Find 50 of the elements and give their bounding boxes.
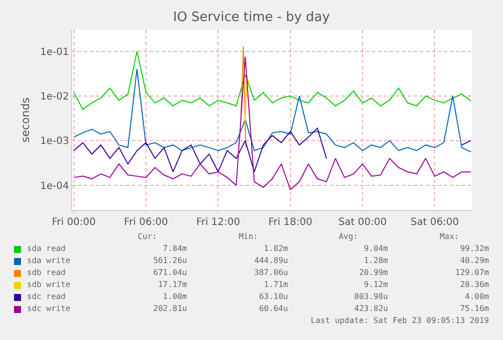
- text: 1.28m: [362, 256, 388, 265]
- y-tick-label: 1e-01: [40, 46, 69, 58]
- text: 387.06u: [253, 268, 288, 277]
- text: 9.12m: [362, 280, 388, 289]
- y-tick-label: 1e-04: [40, 180, 69, 192]
- legend-label: sdc write: [27, 304, 70, 313]
- text: 803.98u: [353, 292, 388, 301]
- text: 4.00m: [464, 292, 489, 301]
- legend-label: sdb write: [27, 280, 70, 289]
- legend-label: sda read: [27, 244, 66, 253]
- x-tick-label: Sat 00:00: [338, 217, 387, 228]
- text: 20.99m: [358, 268, 388, 277]
- text: 444.89u: [253, 256, 288, 265]
- x-tick-label: Fri 12:00: [196, 217, 240, 228]
- text: 9.04m: [362, 244, 388, 253]
- text: 202.81u: [152, 304, 187, 313]
- y-axis-title: seconds: [18, 97, 32, 142]
- text: Max:: [438, 232, 459, 241]
- y-tick-label: 1e-02: [40, 91, 69, 102]
- legend-label: sdc read: [27, 292, 66, 301]
- line-series: [73, 68, 472, 152]
- text: 17.17m: [157, 280, 187, 289]
- x-tick-label: Fri 00:00: [52, 217, 96, 228]
- text: Min:: [238, 232, 258, 241]
- legend-label: sda write: [27, 256, 70, 265]
- text: 1.71m: [262, 280, 288, 289]
- legend-label: sdb read: [27, 268, 66, 277]
- y-tick-label: 1e-03: [40, 136, 69, 148]
- text: 63.10u: [258, 292, 288, 301]
- text: 423.82u: [353, 304, 388, 313]
- text: 671.04u: [152, 268, 187, 277]
- x-tick-label: Fri 18:00: [268, 217, 312, 228]
- line-series: [73, 50, 472, 110]
- line-series: [73, 56, 472, 190]
- x-tick-label: Fri 06:00: [124, 217, 168, 228]
- text: 561.26u: [152, 256, 187, 265]
- text: 7.84m: [162, 244, 187, 253]
- text: 129.07m: [454, 268, 489, 277]
- x-tick-label: Sat 06:00: [410, 217, 459, 228]
- text: 1.00m: [162, 292, 187, 301]
- text: Cur:: [136, 232, 157, 241]
- text: 75.16m: [459, 304, 489, 313]
- text: 40.29m: [459, 256, 489, 265]
- text: Last update: Sat Feb 23 09:05:13 2019: [310, 316, 489, 325]
- text: Avg:: [338, 232, 358, 241]
- text: 99.32m: [459, 244, 489, 253]
- text: 1.82m: [262, 244, 288, 253]
- chart-title: IO Service time - by day: [173, 10, 330, 25]
- text: 60.64u: [258, 304, 288, 313]
- text: 28.36m: [459, 280, 489, 289]
